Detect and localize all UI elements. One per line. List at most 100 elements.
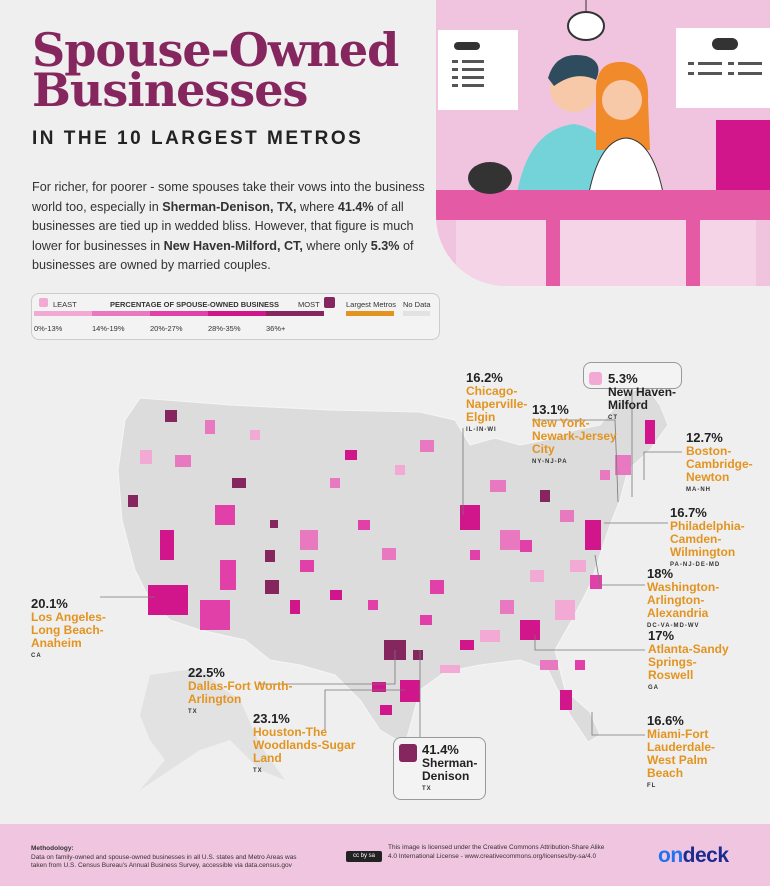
metro-name: Houston-The Woodlands-Sugar Land [253,725,356,765]
license-text: This image is licensed under the Creativ… [388,844,605,860]
methodology-title: Methodology: [31,845,74,852]
callout-philadelphia: 16.7% Philadelphia-Camden-Wilmington PA-NJ… [670,505,765,568]
county-patch [330,478,340,488]
menu-board-left [438,30,518,110]
methodology: Methodology: Data on family-owned and sp… [31,845,301,871]
metro-states: PA-NJ-DE-MD [670,562,721,568]
counter-top [436,190,770,220]
metro-pct: 13.1% [532,402,569,417]
county-patch [358,520,370,530]
county-patch [430,580,444,594]
legend-least: LEAST [53,300,77,309]
county-patch [300,560,314,572]
most-store-icon [399,744,417,762]
legend-bin-label: 20%-27% [150,324,183,333]
county-patch [460,505,480,530]
callout-dallas: 22.5% Dallas-Fort Worth-Arlington TX [188,665,308,715]
callout-atlanta: 17% Atlanta-Sandy Springs-Roswell GA [648,628,733,691]
county-patch [480,630,500,642]
county-patch [420,440,434,452]
county-patch [560,510,574,522]
counter-front [456,220,756,286]
county-patch [460,640,474,650]
alaska-shape [140,668,285,790]
legend-most: MOST [298,300,320,309]
metro-name: Sherman-Denison [422,756,478,783]
county-patch [220,560,236,590]
metro-pct: 5.3% [608,371,638,386]
county-patch [372,682,386,692]
county-patch [148,585,188,615]
menu-board-right [676,28,770,108]
legend-swatch [266,311,324,316]
legend-swatch [92,311,150,316]
legend-title: PERCENTAGE OF SPOUSE-OWNED BUSINESS [110,300,280,309]
metro-name: Miami-Fort Lauderdale-West Palm Beach [647,727,716,780]
metro-pct: 41.4% [422,742,459,757]
metro-pct: 20.1% [31,596,68,611]
metro-name: Washington-Arlington-Alexandria [647,580,720,620]
county-patch [470,550,480,560]
metro-name: Dallas-Fort Worth-Arlington [188,679,293,706]
county-patch [395,465,405,475]
county-patch [165,410,177,422]
metro-states: IL-IN-WI [466,427,497,433]
page-title: Spouse-Owned Businesses [32,23,399,113]
county-patch [585,520,601,550]
page-subtitle: IN THE 10 LARGEST METROS [32,128,364,149]
county-patch [265,580,279,594]
metro-states: DC-VA-MD-WV [647,623,700,629]
callout-miami: 16.6% Miami-Fort Lauderdale-West Palm Bea… [647,713,742,789]
least-icon [39,298,48,307]
county-patch [330,590,342,600]
county-patch [555,600,575,620]
leader-miami [591,712,645,736]
county-patch [540,660,558,670]
intro-paragraph: For richer, for poorer - some spouses ta… [32,180,425,272]
metro-name: New York-Newark-Jersey City [532,416,617,456]
metro-pct: 18% [647,566,674,581]
leader-houston [324,689,405,730]
county-patch [500,530,520,550]
county-patch [140,450,152,464]
leader-new-york [532,419,619,503]
county-patch [570,560,586,572]
methodology-text: Data on family-owned and spouse-owned bu… [31,853,297,870]
callout-washington: 18% Washington-Arlington-Alexandria DC-VA-… [647,566,732,629]
county-patch [575,660,585,670]
metro-pct: 12.7% [686,430,723,445]
county-patch [440,665,460,673]
contiguous-us-shape [117,384,669,746]
metro-states: TX [253,768,263,774]
county-patch [400,680,420,702]
hero-illustration [436,0,770,286]
footer: Methodology: Data on family-owned and sp… [0,824,770,886]
callout-chicago: 16.2% Chicago-Naperville-Elgin IL-IN-WI [466,370,546,433]
county-patch [368,600,378,610]
register [716,120,770,190]
metro-name: Atlanta-Sandy Springs-Roswell [648,642,729,682]
county-patch [520,620,540,640]
metro-pct: 22.5% [188,665,225,680]
county-patch [270,520,278,528]
metro-name: Philadelphia-Camden-Wilmington [670,519,745,559]
county-patch [530,570,544,582]
no-data-swatch [403,311,430,316]
leader-washington [594,554,645,586]
metro-states: TX [422,786,432,792]
most-icon [324,297,335,308]
metro-pct: 17% [648,628,675,643]
metro-states: TX [188,709,198,715]
pendant-lamp-icon [567,0,605,41]
county-patch [413,650,423,660]
least-store-icon [589,372,602,385]
title-line-1: Spouse-Owned [32,23,399,77]
county-patch [175,455,191,467]
census-link[interactable]: data.census.gov [244,862,292,869]
county-patch [215,505,235,525]
county-patch [490,480,506,492]
county-patch [290,600,300,614]
county-patch [560,690,572,710]
metro-states: NY-NJ-PA [532,459,568,465]
legend-swatch [208,311,266,316]
